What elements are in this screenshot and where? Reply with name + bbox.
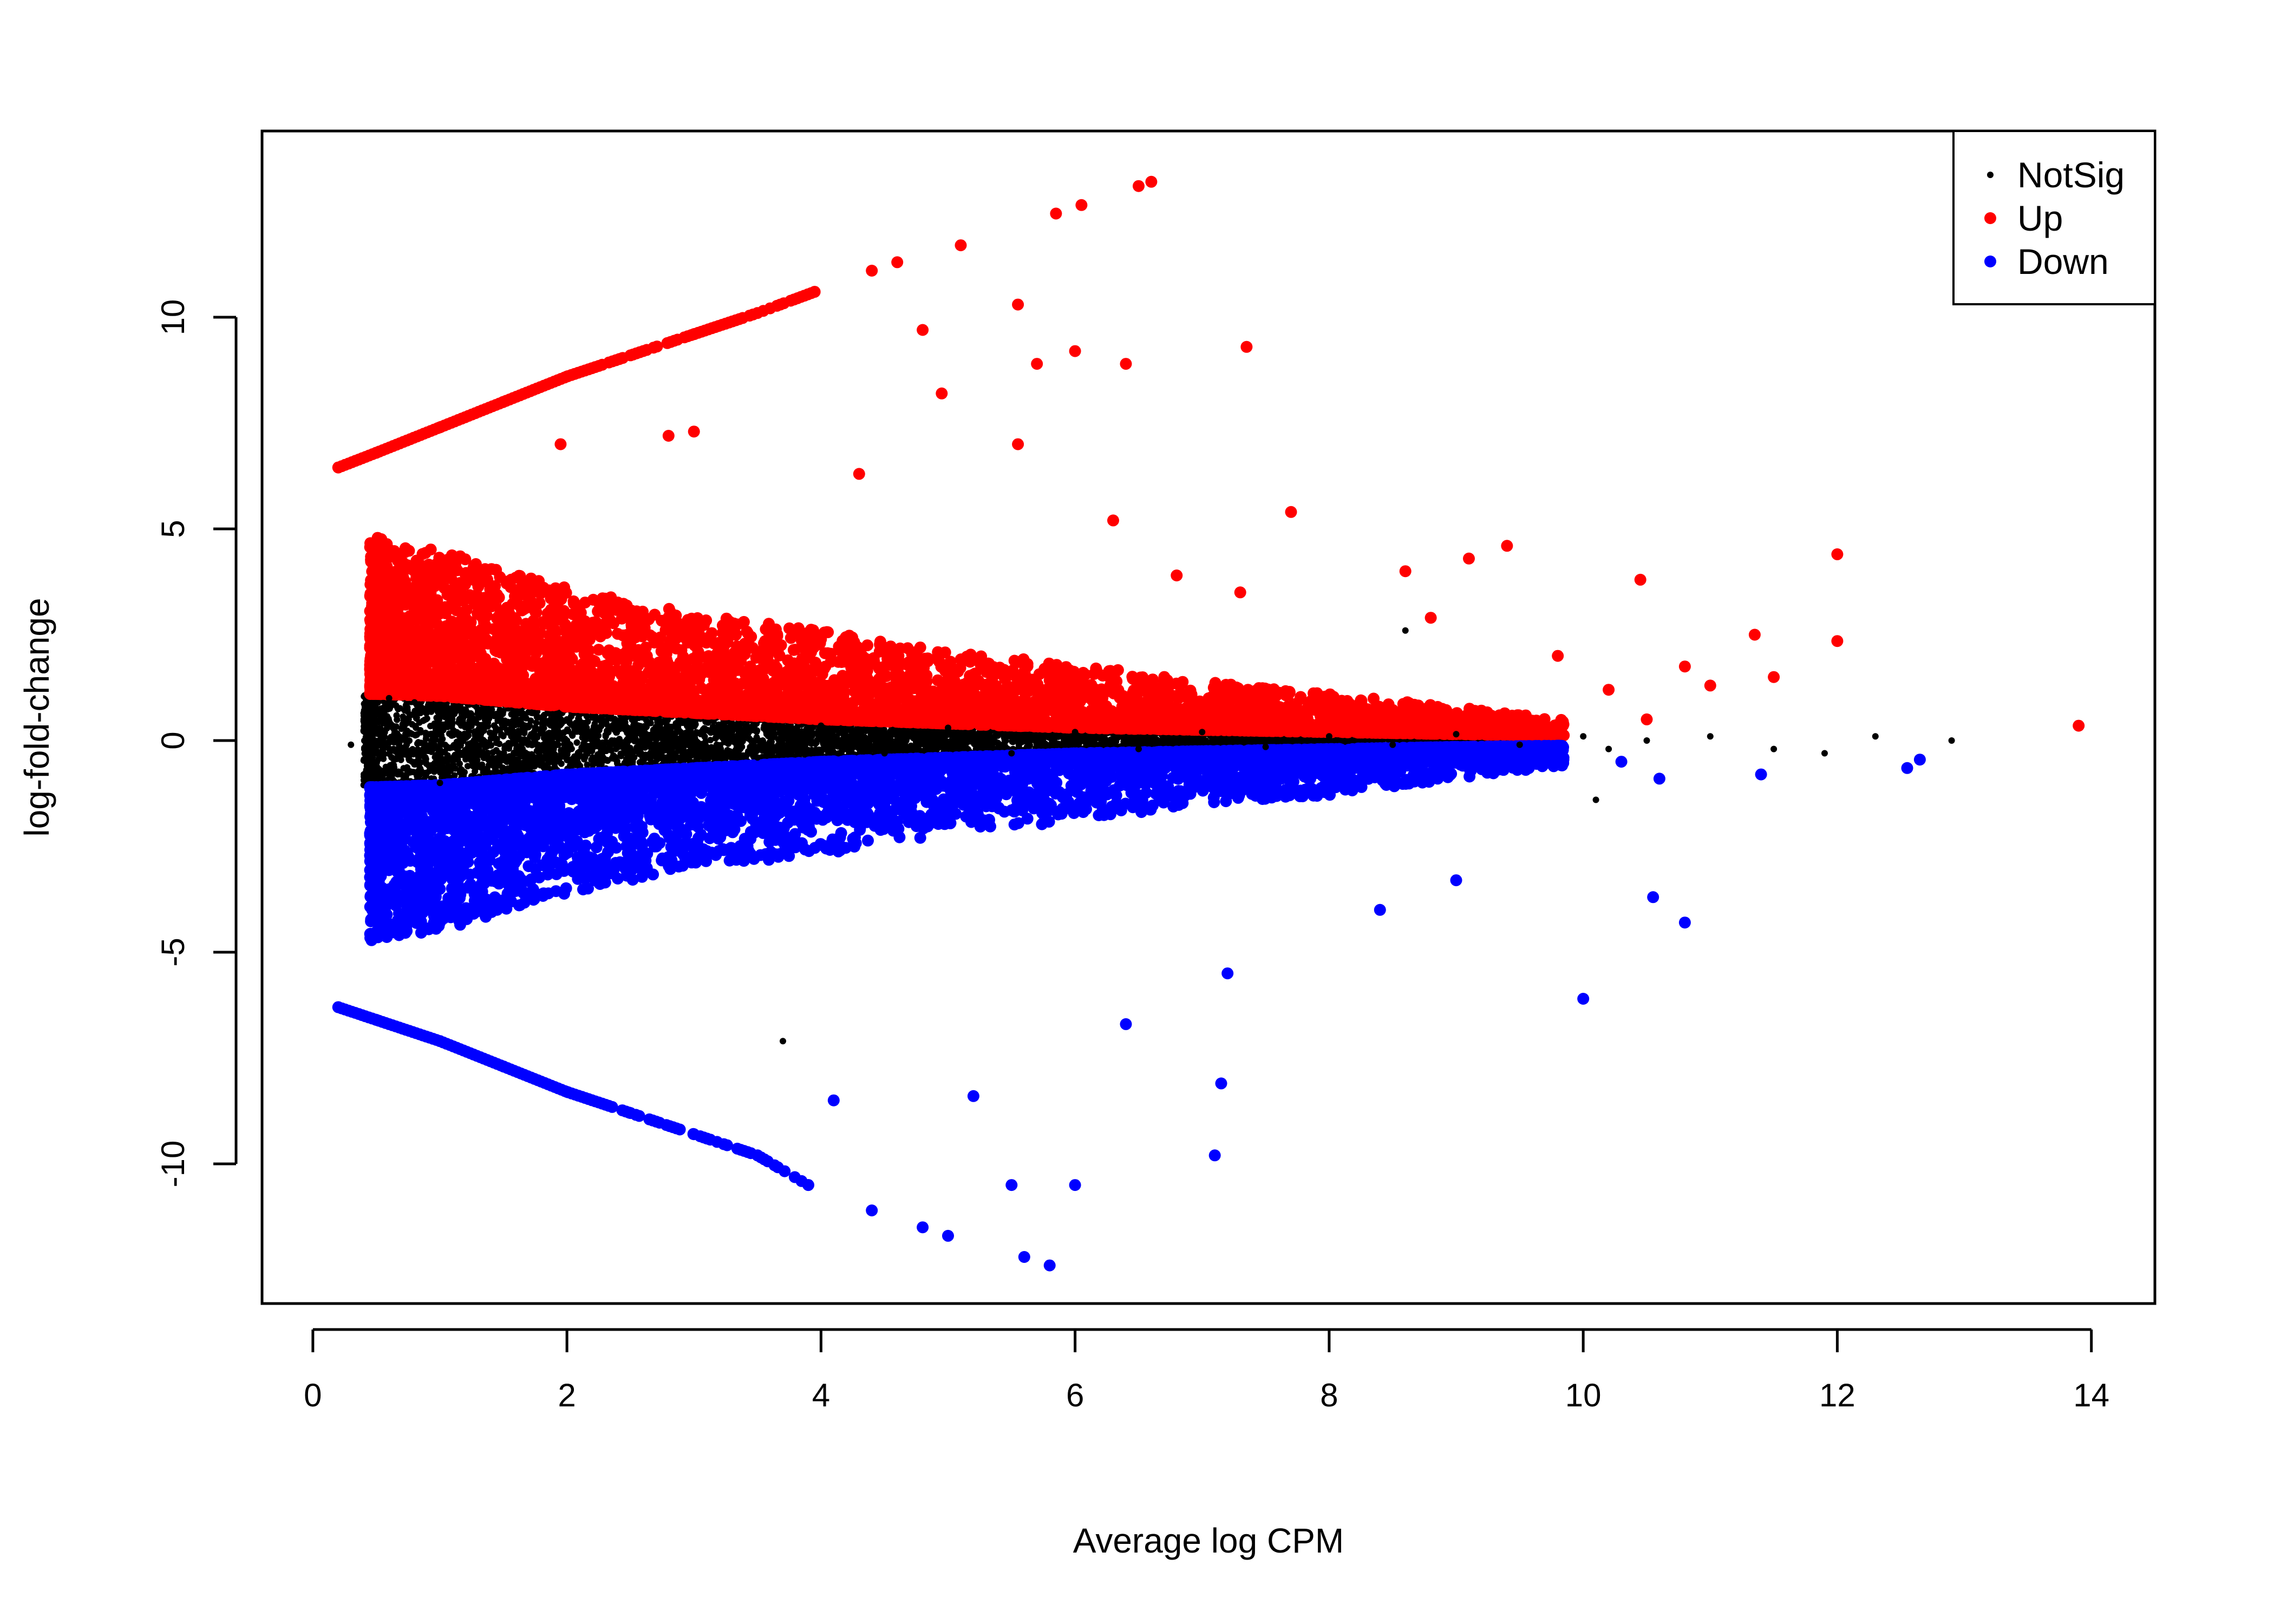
points-layer — [332, 175, 2085, 1272]
notsig-point — [394, 704, 401, 711]
